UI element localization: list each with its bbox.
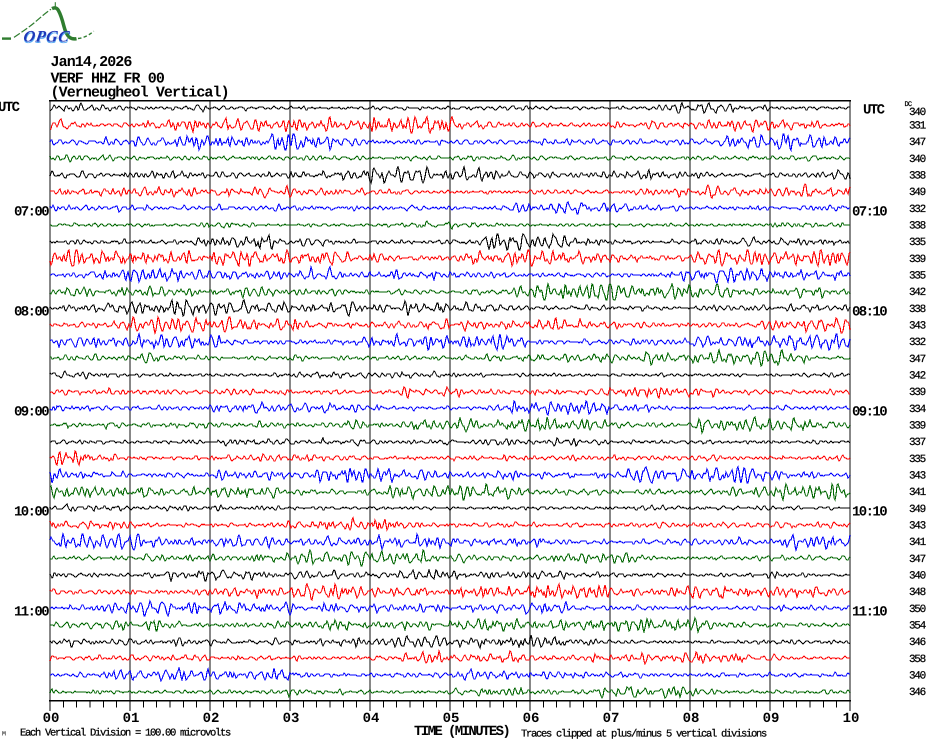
svg-text:358: 358 <box>909 654 926 666</box>
svg-text:340: 340 <box>909 154 926 166</box>
svg-text:(Verneugheol Vertical): (Verneugheol Vertical) <box>51 85 229 102</box>
svg-text:349: 349 <box>909 504 926 516</box>
svg-text:347: 347 <box>909 354 926 366</box>
svg-text:08: 08 <box>683 711 700 727</box>
svg-text:341: 341 <box>909 487 927 499</box>
svg-text:09:10: 09:10 <box>852 404 887 420</box>
svg-text:354: 354 <box>909 621 927 633</box>
svg-text:343: 343 <box>909 521 926 533</box>
svg-text:341: 341 <box>909 537 927 549</box>
svg-text:342: 342 <box>909 287 926 299</box>
svg-text:07:00: 07:00 <box>14 204 49 220</box>
svg-text:346: 346 <box>909 637 926 649</box>
svg-text:10:10: 10:10 <box>852 504 887 520</box>
svg-text:TIME (MINUTES): TIME (MINUTES) <box>414 724 509 740</box>
svg-text:M: M <box>2 731 6 738</box>
svg-text:332: 332 <box>909 204 926 216</box>
svg-text:343: 343 <box>909 471 926 483</box>
svg-text:343: 343 <box>909 321 926 333</box>
svg-text:UTC: UTC <box>0 100 21 116</box>
svg-text:UTC: UTC <box>863 102 886 118</box>
svg-text:OPGC: OPGC <box>22 28 71 45</box>
svg-text:340: 340 <box>909 107 926 119</box>
svg-text:331: 331 <box>909 121 927 133</box>
svg-text:338: 338 <box>909 221 926 233</box>
svg-text:338: 338 <box>909 171 926 183</box>
svg-text:Traces clipped at plus/minus 5: Traces clipped at plus/minus 5 vertical … <box>521 729 767 741</box>
svg-text:OPGC: OPGC <box>22 30 71 47</box>
svg-text:340: 340 <box>909 671 926 683</box>
svg-text:335: 335 <box>909 454 926 466</box>
svg-text:349: 349 <box>909 187 926 199</box>
svg-text:01: 01 <box>123 711 140 727</box>
svg-text:00: 00 <box>43 711 60 727</box>
svg-text:04: 04 <box>363 711 380 727</box>
svg-text:DC: DC <box>905 101 912 109</box>
svg-text:02: 02 <box>203 711 220 727</box>
svg-text:10:00: 10:00 <box>14 504 49 520</box>
svg-text:332: 332 <box>909 337 926 349</box>
svg-text:06: 06 <box>523 711 540 727</box>
svg-text:03: 03 <box>283 711 300 727</box>
svg-text:346: 346 <box>909 687 926 699</box>
svg-text:11:00: 11:00 <box>14 604 49 620</box>
svg-text:339: 339 <box>909 421 926 433</box>
svg-text:07: 07 <box>603 711 620 727</box>
svg-text:335: 335 <box>909 237 926 249</box>
svg-text:11:10: 11:10 <box>852 604 887 620</box>
svg-text:338: 338 <box>909 304 926 316</box>
svg-text:337: 337 <box>909 437 926 449</box>
svg-text:09:00: 09:00 <box>14 404 49 420</box>
svg-text:340: 340 <box>909 571 926 583</box>
svg-text:08:10: 08:10 <box>852 304 887 320</box>
svg-text:05: 05 <box>443 711 460 727</box>
svg-text:342: 342 <box>909 371 926 383</box>
svg-text:335: 335 <box>909 271 926 283</box>
svg-text:Each Vertical Division = 100.: Each Vertical Division = 100.00 microvol… <box>20 728 231 740</box>
svg-text:Jan14,2026: Jan14,2026 <box>51 54 133 71</box>
svg-text:08:00: 08:00 <box>14 304 49 320</box>
svg-text:10: 10 <box>843 711 860 727</box>
svg-text:09: 09 <box>763 711 780 727</box>
svg-text:VERF HHZ FR 00: VERF HHZ FR 00 <box>51 71 165 88</box>
svg-text:334: 334 <box>909 404 927 416</box>
svg-text:339: 339 <box>909 254 926 266</box>
svg-text:339: 339 <box>909 387 926 399</box>
svg-text:347: 347 <box>909 137 926 149</box>
svg-text:350: 350 <box>909 604 926 616</box>
svg-text:348: 348 <box>909 587 926 599</box>
svg-text:347: 347 <box>909 554 926 566</box>
svg-text:07:10: 07:10 <box>852 204 887 220</box>
